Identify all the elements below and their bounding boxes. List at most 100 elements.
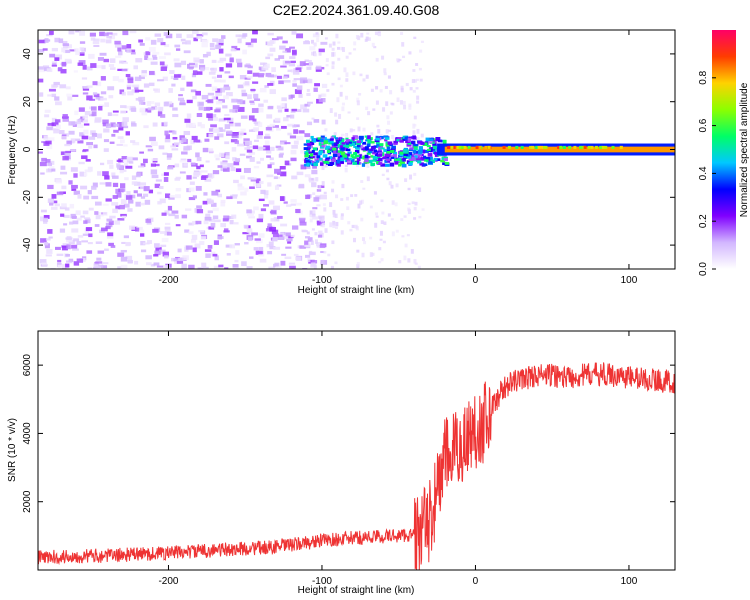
heat-cell — [208, 226, 215, 230]
heat-cell — [155, 163, 160, 167]
heat-cell — [384, 138, 388, 142]
heat-cell — [375, 86, 379, 90]
heat-cell — [246, 155, 252, 159]
heat-cell — [250, 178, 257, 182]
heat-cell — [267, 53, 274, 57]
heat-cell — [312, 147, 318, 151]
heat-cell — [82, 115, 88, 119]
heat-cell — [125, 241, 130, 247]
heat-cell — [288, 262, 296, 265]
heat-cell — [200, 124, 205, 129]
heat-cell — [78, 60, 86, 65]
heat-cell — [335, 33, 339, 39]
heat-cell — [400, 161, 405, 166]
heat-cell — [316, 204, 321, 207]
heat-cell — [220, 87, 225, 93]
heat-cell — [402, 149, 408, 154]
heat-cell — [56, 253, 64, 256]
heat-cell — [427, 153, 433, 157]
heat-cell — [344, 156, 349, 160]
heat-cell — [109, 141, 115, 144]
heat-cell — [383, 221, 387, 225]
heat-cell — [311, 117, 315, 120]
heat-cell — [404, 178, 408, 182]
heat-cell — [116, 193, 122, 198]
heat-cell — [215, 107, 221, 110]
heat-cell — [321, 165, 325, 171]
heat-cell — [332, 220, 336, 226]
heat-cell — [385, 141, 390, 145]
top-x-tick-label: 0 — [473, 275, 479, 286]
heat-cell — [327, 253, 331, 257]
heat-cell — [218, 98, 225, 103]
heat-cell — [403, 105, 407, 110]
heat-cell — [62, 43, 70, 47]
heat-cell — [413, 206, 417, 211]
heat-cell — [502, 145, 506, 149]
heat-cell — [211, 96, 216, 100]
heat-cell — [131, 121, 136, 125]
heat-cell — [159, 231, 166, 234]
heat-cell — [70, 213, 77, 219]
heat-cell — [244, 140, 252, 146]
heat-cell — [220, 199, 226, 203]
heat-cell — [100, 38, 106, 43]
heat-cell — [85, 227, 93, 232]
heat-cell — [344, 134, 348, 137]
heat-cell — [218, 38, 224, 44]
heat-cell — [235, 58, 242, 63]
heat-cell — [375, 215, 379, 218]
heat-cell — [330, 265, 334, 269]
heat-cell — [279, 165, 286, 170]
heat-cell — [273, 246, 281, 250]
heat-cell — [573, 145, 577, 149]
heat-cell — [68, 130, 75, 135]
heat-cell — [320, 218, 324, 223]
heat-cell — [88, 233, 93, 238]
heat-cell — [270, 218, 276, 222]
heat-cell — [437, 139, 443, 143]
heat-cell — [259, 87, 267, 93]
heat-cell — [312, 192, 316, 195]
heat-cell — [204, 179, 212, 182]
heat-cell — [181, 214, 188, 219]
heat-cell — [94, 201, 102, 206]
heat-cell — [335, 141, 339, 144]
heat-cell — [295, 202, 302, 206]
heat-cell — [158, 145, 165, 150]
heat-cell — [122, 30, 129, 36]
top-y-tick-label: 0 — [22, 146, 33, 152]
heat-cell — [362, 141, 367, 145]
heat-cell — [191, 135, 198, 140]
heat-cell — [212, 215, 219, 220]
heat-cell — [60, 151, 66, 156]
heat-cell — [225, 244, 233, 248]
heat-cell — [372, 155, 378, 160]
heat-cell — [204, 138, 210, 142]
heat-cell — [398, 260, 402, 264]
heat-cell — [208, 148, 214, 153]
heat-cell — [171, 148, 179, 151]
heat-cell — [62, 114, 68, 119]
heat-cell — [146, 221, 152, 225]
heat-cell — [121, 156, 128, 160]
heat-cell — [318, 94, 322, 98]
heat-cell — [260, 208, 267, 212]
heat-cell — [291, 225, 299, 230]
heat-cell — [242, 49, 247, 55]
heat-cell — [162, 76, 168, 81]
heat-cell — [337, 77, 341, 81]
heat-cell — [340, 145, 344, 148]
heat-cell — [192, 247, 197, 253]
heat-cell — [306, 162, 310, 167]
heat-cell — [376, 143, 381, 147]
top-y-tick-label: 40 — [22, 48, 33, 60]
heat-cell — [248, 129, 256, 132]
heat-cell — [266, 114, 273, 119]
heat-cell — [401, 235, 405, 238]
heat-cell — [341, 133, 345, 137]
heat-cell — [208, 128, 214, 132]
heat-cell — [332, 41, 336, 46]
heat-cell — [260, 62, 266, 66]
heat-cell — [159, 198, 166, 204]
